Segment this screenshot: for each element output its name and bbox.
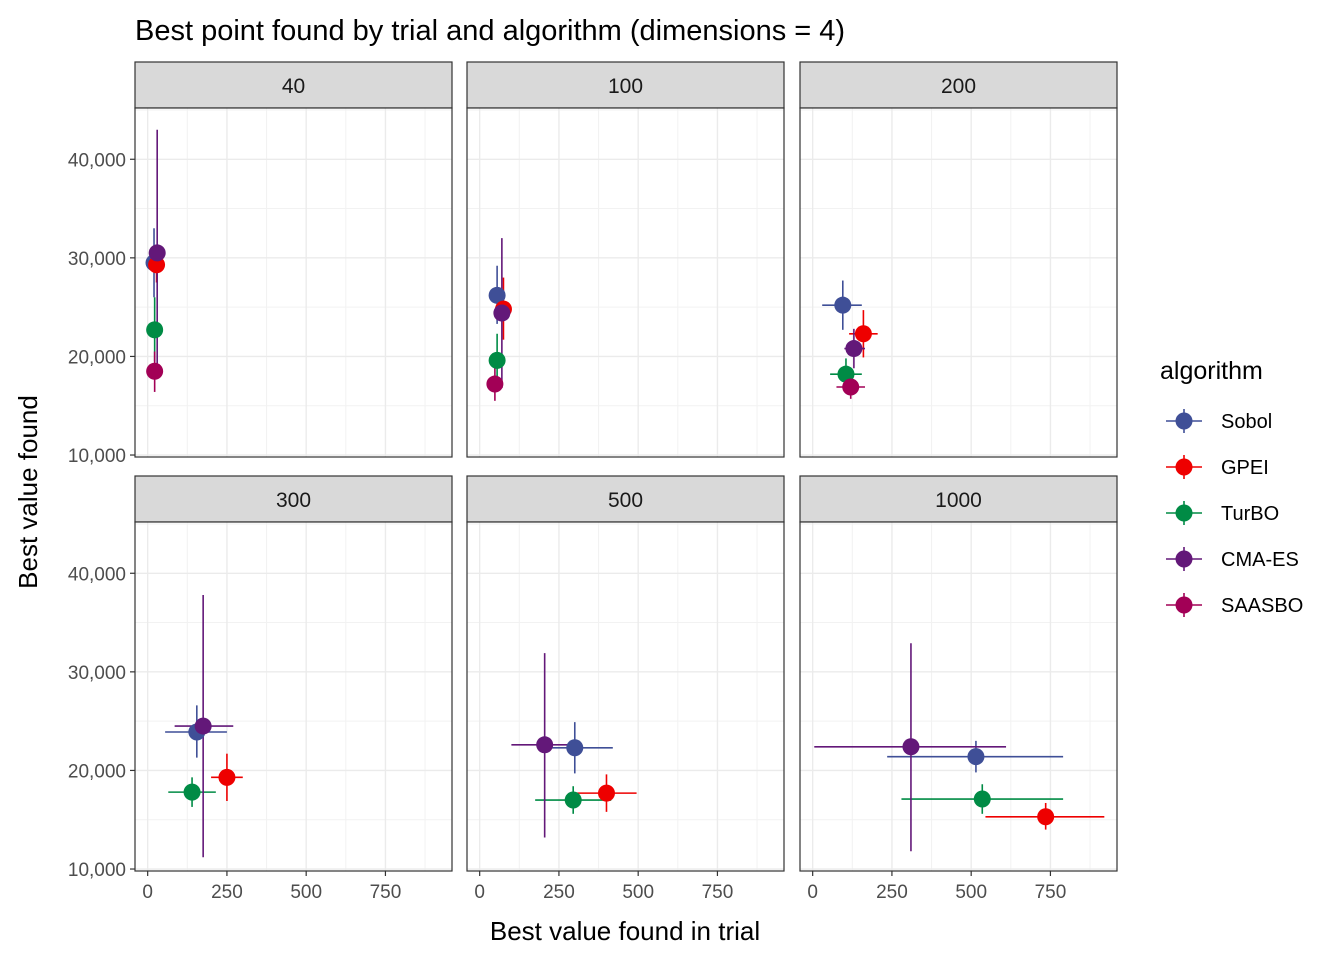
plot-area: [800, 522, 1117, 871]
data-point-saasbo: [842, 378, 860, 396]
facet-strip: [799, 475, 1118, 523]
chart-title: Best point found by trial and algorithm …: [135, 15, 845, 47]
legend-label: GPEI: [1221, 457, 1269, 479]
legend-title: algorithm: [1160, 357, 1263, 385]
legend-item-turbo: TurBO: [1166, 501, 1279, 525]
x-tick-label: 500: [622, 882, 654, 903]
facet-strip-label: 500: [608, 489, 643, 512]
data-point-cma-es: [902, 738, 920, 756]
facet-strip-label: 300: [276, 489, 311, 512]
data-point-gpei: [854, 325, 872, 343]
x-tick-label: 250: [876, 882, 908, 903]
panel-border: [466, 107, 785, 458]
y-tick-label: 20,000: [68, 347, 126, 368]
panel-border: [799, 521, 1118, 872]
data-point-turbo: [146, 321, 164, 339]
plot-area: [467, 522, 784, 871]
facet-strip: [134, 475, 453, 523]
facet-strip: [466, 61, 785, 109]
panel-border: [466, 521, 785, 872]
data-point-sobol: [834, 296, 852, 314]
y-tick-label: 30,000: [68, 663, 126, 684]
plot-area: [135, 522, 452, 871]
panel-border: [134, 107, 453, 458]
data-point-cma-es: [536, 736, 554, 754]
x-tick-label: 500: [955, 882, 987, 903]
y-tick-label: 40,000: [68, 150, 126, 171]
legend-item-saasbo: SAASBO: [1166, 593, 1303, 617]
legend-key-point: [1175, 458, 1193, 476]
facet-panel-200: 200: [799, 61, 1118, 458]
y-axis-title: Best value found: [13, 395, 43, 589]
legend-key-point: [1175, 412, 1193, 430]
y-tick-label: 10,000: [68, 446, 126, 467]
legend-key-point: [1175, 550, 1193, 568]
data-point-turbo: [564, 791, 582, 809]
data-point-gpei: [218, 768, 236, 786]
facet-strip-label: 200: [941, 75, 976, 98]
facet-panel-100: 100: [466, 61, 785, 458]
legend-item-sobol: Sobol: [1166, 409, 1272, 433]
facet-panel-40: 40 10,000 20,000 30,000 40,000: [68, 61, 453, 467]
facet-strip-label: 40: [282, 75, 305, 98]
facet-panels: 40 10,000 20,000 30,000 40,000 100 200 300 10,00…: [68, 61, 1118, 903]
legend-label: Sobol: [1221, 411, 1272, 433]
y-tick-label: 30,000: [68, 249, 126, 270]
legend-items: Sobol GPEI TurBO CMA-ES SAASBO: [1166, 409, 1303, 617]
x-tick-label: 0: [474, 882, 485, 903]
legend-key-point: [1175, 504, 1193, 522]
data-point-cma-es: [148, 244, 166, 262]
data-point-sobol: [967, 748, 985, 766]
data-point-cma-es: [194, 717, 212, 735]
legend: algorithm Sobol GPEI TurBO CMA-ES SAASBO: [1160, 357, 1303, 617]
data-point-cma-es: [493, 304, 511, 322]
legend-label: TurBO: [1221, 503, 1279, 525]
data-point-saasbo: [486, 375, 504, 393]
legend-item-gpei: GPEI: [1166, 455, 1269, 479]
legend-key-point: [1175, 596, 1193, 614]
y-tick-label: 10,000: [68, 860, 126, 881]
data-point-turbo: [973, 790, 991, 808]
data-point-cma-es: [845, 340, 863, 358]
legend-item-cma-es: CMA-ES: [1166, 547, 1299, 571]
data-point-turbo: [183, 783, 201, 801]
plot-area: [800, 108, 1117, 457]
x-tick-label: 750: [702, 882, 734, 903]
x-tick-label: 750: [370, 882, 402, 903]
facet-strip: [799, 61, 1118, 109]
facet-strip: [134, 61, 453, 109]
facet-strip: [466, 475, 785, 523]
data-point-gpei: [597, 784, 615, 802]
facet-panel-300: 300 10,000 20,000 30,000 40,000 0 250 500 750: [68, 475, 453, 903]
data-point-saasbo: [146, 362, 164, 380]
y-tick-label: 20,000: [68, 761, 126, 782]
facet-strip-label: 1000: [935, 489, 982, 512]
data-point-turbo: [488, 351, 506, 369]
x-tick-label: 500: [290, 882, 322, 903]
x-axis-title: Best value found in trial: [490, 916, 760, 946]
data-point-sobol: [488, 286, 506, 304]
x-tick-label: 0: [142, 882, 153, 903]
x-tick-label: 250: [543, 882, 575, 903]
x-tick-label: 750: [1035, 882, 1067, 903]
panel-border: [134, 521, 453, 872]
facet-panel-1000: 1000 0 250 500 750: [799, 475, 1118, 903]
x-tick-label: 0: [807, 882, 818, 903]
plot-area: [135, 108, 452, 457]
panel-border: [799, 107, 1118, 458]
data-point-gpei: [1037, 808, 1055, 826]
y-tick-label: 40,000: [68, 564, 126, 585]
plot-area: [467, 108, 784, 457]
facet-strip-label: 100: [608, 75, 643, 98]
data-point-sobol: [566, 739, 584, 757]
x-tick-label: 250: [211, 882, 243, 903]
facet-panel-500: 500 0 250 500 750: [466, 475, 785, 903]
data-point-turbo: [837, 365, 855, 383]
legend-label: CMA-ES: [1221, 549, 1299, 571]
legend-label: SAASBO: [1221, 595, 1303, 617]
